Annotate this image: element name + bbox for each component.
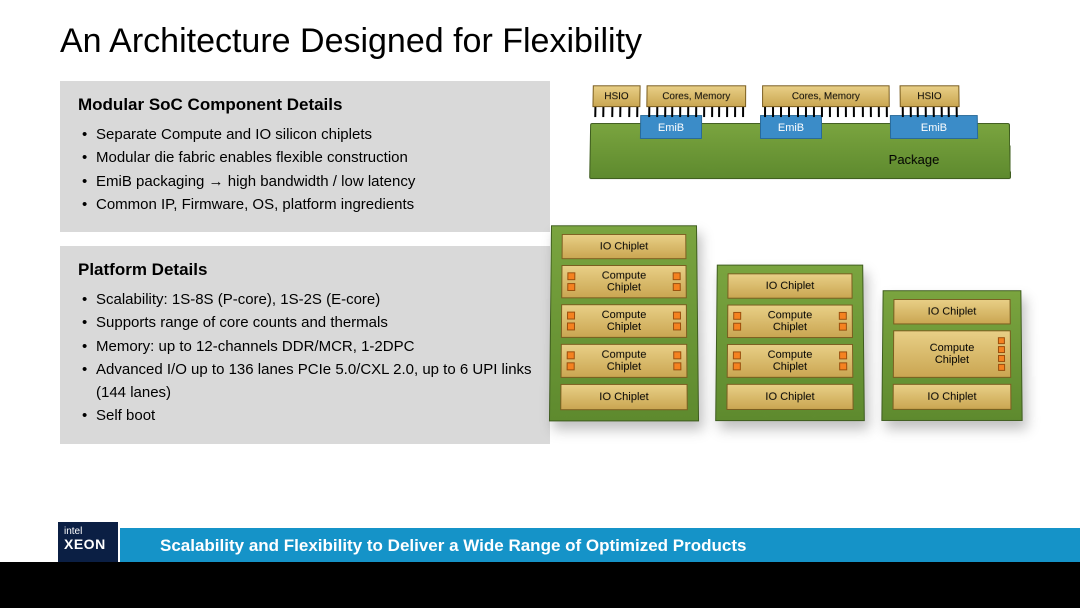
compute-chiplet: ComputeChiplet [893,330,1011,378]
chiplet-stack: IO Chiplet ComputeChiplet IO Chiplet [881,290,1022,421]
die-pins [762,107,890,117]
panel-heading: Platform Details [78,260,532,280]
top-die: Cores, Memory [762,85,890,107]
io-chiplet: IO Chiplet [726,384,853,410]
io-chiplet: IO Chiplet [560,384,688,410]
compute-chiplet: ComputeChiplet [727,344,854,378]
top-die: HSIO [900,85,960,107]
panel-heading: Modular SoC Component Details [78,95,532,115]
chiplet-stack: IO Chiplet ComputeChiplet ComputeChiplet Co… [549,225,699,421]
panel-list-item: Advanced I/O up to 136 lanes PCIe 5.0/CX… [82,358,532,405]
die-label: IO Chiplet [928,306,977,318]
io-chiplet: IO Chiplet [562,234,687,259]
logo-product: XEON [64,537,112,552]
die-label: ComputeChiplet [768,309,813,333]
die-label: IO Chiplet [927,391,976,403]
info-panel: Modular SoC Component Details Separate Co… [60,81,550,232]
panel-list-item: Common IP, Firmware, OS, platform ingred… [82,193,532,216]
panel-list: Separate Compute and IO silicon chiplets… [78,123,532,216]
info-panel: Platform Details Scalability: 1S-8S (P-co… [60,246,550,444]
intel-logo: intel XEON [58,522,118,566]
io-chiplet: IO Chiplet [727,273,852,298]
die-label: IO Chiplet [599,391,648,403]
compute-chiplet: ComputeChiplet [561,265,687,298]
die-label: IO Chiplet [600,241,648,253]
die-label: ComputeChiplet [602,349,647,373]
die-label: IO Chiplet [766,280,815,292]
package-cross-section: PackageEmiBEmiBEmiBHSIOCores, MemoryCore… [569,77,1011,187]
compute-chiplet: ComputeChiplet [561,304,687,338]
panel-list-item: Scalability: 1S-8S (P-core), 1S-2S (E-co… [82,288,532,311]
panel-list-item: Modular die fabric enables flexible cons… [82,146,532,169]
slide-title: An Architecture Designed for Flexibility [0,0,1080,61]
io-chiplet: IO Chiplet [893,299,1010,324]
chiplet-stacks: IO Chiplet ComputeChiplet ComputeChiplet Co… [550,223,1060,421]
compute-chiplet: ComputeChiplet [727,305,853,338]
panel-list-item: Separate Compute and IO silicon chiplets [82,123,532,146]
left-column: Modular SoC Component Details Separate Co… [60,81,550,458]
die-pins [646,107,746,117]
chiplet-stack: IO Chiplet ComputeChiplet ComputeChiplet IO… [715,265,865,421]
die-label: ComputeChiplet [930,342,975,366]
compute-chiplet: ComputeChiplet [561,344,688,378]
panel-list-item: Supports range of core counts and therma… [82,311,532,334]
die-pins [592,107,640,117]
die-label: ComputeChiplet [602,309,647,333]
content-area: Modular SoC Component Details Separate Co… [0,61,1080,458]
die-label: ComputeChiplet [602,270,646,294]
panel-list-item: Self boot [82,404,532,427]
panel-list: Scalability: 1S-8S (P-core), 1S-2S (E-co… [78,288,532,428]
right-column: PackageEmiBEmiBEmiBHSIOCores, MemoryCore… [570,81,1040,458]
panel-list-item: EmiB packaging → high bandwidth / low la… [82,170,532,193]
bottom-black-bar [0,562,1080,608]
io-chiplet: IO Chiplet [893,384,1012,410]
die-label: IO Chiplet [765,391,814,403]
die-label: ComputeChiplet [768,349,813,373]
die-pins [900,107,960,117]
emib-bridge: EmiB [890,115,978,139]
emib-bridge: EmiB [640,115,702,139]
emib-bridge: EmiB [760,115,822,139]
panel-list-item: Memory: up to 12-channels DDR/MCR, 1-2DP… [82,335,532,358]
top-die: HSIO [592,85,640,107]
bottom-banner: Scalability and Flexibility to Deliver a… [120,528,1080,564]
top-die: Cores, Memory [646,85,746,107]
